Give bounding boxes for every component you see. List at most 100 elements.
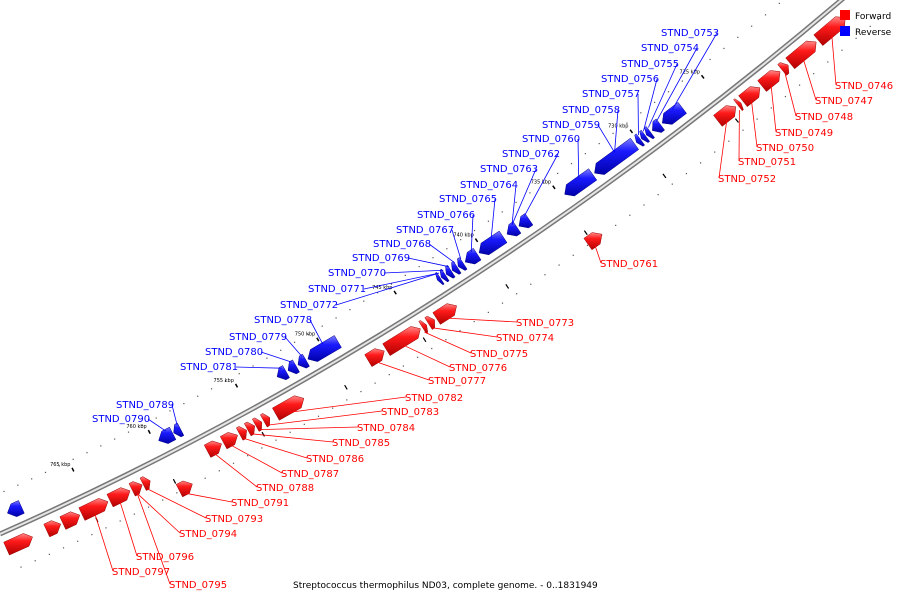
gene-label-forward[interactable]: STND_0746 [835, 81, 893, 92]
gene-forward-arrow[interactable] [785, 40, 817, 70]
gene-forward-arrow[interactable] [251, 417, 262, 432]
gene-label-reverse[interactable]: STND_0779 [229, 332, 287, 343]
gene-label-reverse[interactable]: STND_0762 [502, 149, 560, 160]
gene-label-forward[interactable]: STND_0777 [428, 376, 486, 387]
gene-forward-arrow[interactable] [243, 421, 255, 437]
gene-label-forward[interactable]: STND_0785 [332, 438, 390, 449]
gene-label-forward[interactable]: STND_0748 [795, 112, 853, 123]
gene-label-forward[interactable]: STND_0750 [756, 143, 814, 154]
gene-label-forward[interactable]: STND_0787 [281, 469, 339, 480]
gene-forward-arrow[interactable] [272, 395, 305, 421]
gene-label-reverse[interactable]: STND_0790 [92, 414, 150, 425]
gene-label-reverse[interactable]: STND_0756 [601, 74, 659, 85]
gene-label-reverse[interactable]: STND_0753 [661, 28, 719, 39]
gene-forward-arrow[interactable] [738, 86, 761, 108]
gene-reverse-arrow[interactable] [7, 500, 25, 517]
gene-label-reverse[interactable]: STND_0757 [582, 89, 640, 100]
gene-label-forward[interactable]: STND_0797 [112, 567, 170, 578]
gene-forward-arrow[interactable] [139, 476, 151, 491]
gene-label-forward[interactable]: STND_0774 [496, 333, 554, 344]
gene-forward-arrow[interactable] [43, 520, 62, 538]
gene-label-reverse[interactable]: STND_0758 [562, 105, 620, 116]
gene-label-forward[interactable]: STND_0773 [516, 318, 574, 329]
gene-forward-arrow[interactable] [757, 70, 781, 92]
gene-reverse-arrow[interactable] [478, 230, 508, 256]
gene-label-reverse[interactable]: STND_0754 [641, 43, 699, 54]
gene-reverse-arrow[interactable] [276, 365, 290, 381]
gene-forward-arrow[interactable] [106, 487, 131, 508]
gene-forward-arrow[interactable] [713, 105, 737, 127]
gene-label-forward[interactable]: STND_0788 [256, 483, 314, 494]
gene-label-reverse[interactable]: STND_0759 [542, 120, 600, 131]
gene-label-forward[interactable]: STND_0794 [179, 529, 237, 540]
gene-label-forward[interactable]: STND_0795 [169, 580, 227, 591]
gene-label-forward[interactable]: STND_0749 [775, 128, 833, 139]
gene-forward-arrow[interactable] [432, 303, 457, 325]
gene-label-reverse[interactable]: STND_0766 [417, 210, 475, 221]
gene-forward-arrow[interactable] [382, 326, 421, 356]
gene-forward-arrow[interactable] [418, 320, 429, 334]
gene-label-reverse[interactable]: STND_0770 [328, 268, 386, 279]
gene-reverse-arrow[interactable] [158, 426, 177, 444]
gene-label-reverse[interactable]: STND_0781 [180, 362, 238, 373]
gene-forward-arrow[interactable] [813, 16, 846, 46]
gene-reverse-arrow[interactable] [518, 213, 534, 229]
gene-label-reverse[interactable]: STND_0780 [205, 347, 263, 358]
gene-label-forward[interactable]: STND_0782 [405, 393, 463, 404]
gene-forward-arrow[interactable] [59, 511, 81, 530]
gene-label-reverse[interactable]: STND_0764 [460, 180, 518, 191]
gene-label-reverse[interactable]: STND_0772 [280, 300, 338, 311]
gene-forward-arrow[interactable] [583, 232, 603, 251]
gene-reverse-arrow[interactable] [564, 168, 598, 197]
gene-reverse-arrow[interactable] [634, 133, 645, 147]
gene-reverse-arrow[interactable] [297, 353, 310, 369]
gene-label-forward[interactable]: STND_0784 [357, 423, 415, 434]
gene-label-reverse[interactable]: STND_0767 [396, 225, 454, 236]
gene-label-reverse[interactable]: STND_0755 [621, 59, 679, 70]
gene-reverse-arrow[interactable] [506, 221, 522, 237]
gene-forward-arrow[interactable] [260, 413, 271, 428]
gene-forward-arrow[interactable] [3, 533, 33, 556]
gene-label-forward[interactable]: STND_0752 [718, 174, 776, 185]
gene-label-reverse[interactable]: STND_0778 [254, 315, 312, 326]
gene-label-reverse[interactable]: STND_0760 [522, 134, 580, 145]
gene-label-reverse[interactable]: STND_0769 [352, 253, 410, 264]
gene-label-forward[interactable]: STND_0793 [205, 514, 263, 525]
gene-forward-arrow[interactable] [203, 440, 222, 458]
gene-label-reverse[interactable]: STND_0765 [439, 194, 497, 205]
gene-reverse-arrow[interactable] [307, 335, 342, 362]
gene-label-forward[interactable]: STND_0747 [815, 96, 873, 107]
gene-forward-arrow[interactable] [733, 98, 744, 112]
gene-forward-arrow[interactable] [219, 432, 238, 450]
gene-forward-arrow[interactable] [128, 481, 143, 497]
gene-reverse-arrow[interactable] [662, 101, 687, 125]
gene-label-forward[interactable]: STND_0783 [381, 407, 439, 418]
gene-reverse-arrow[interactable] [652, 118, 665, 133]
gene-label-reverse[interactable]: STND_0789 [116, 400, 174, 411]
gene-reverse-arrow[interactable] [639, 129, 650, 143]
gene-label-forward[interactable]: STND_0751 [738, 157, 796, 168]
gene-reverse-arrow[interactable] [457, 257, 468, 271]
gene-forward-arrow[interactable] [424, 315, 435, 330]
gene-label-forward[interactable]: STND_0796 [136, 552, 194, 563]
gene-forward-arrow[interactable] [364, 348, 385, 367]
gene-label-forward[interactable]: STND_0776 [449, 363, 507, 374]
gene-label-forward[interactable]: STND_0786 [306, 454, 364, 465]
gene-reverse-arrow[interactable] [439, 268, 450, 283]
gene-label-forward[interactable]: STND_0791 [231, 498, 289, 509]
gene-reverse-arrow[interactable] [445, 264, 456, 279]
gene-label-reverse[interactable]: STND_0771 [308, 284, 366, 295]
gene-forward-arrow[interactable] [175, 480, 193, 498]
gene-reverse-arrow[interactable] [644, 126, 655, 140]
gene-label-reverse[interactable]: STND_0768 [373, 239, 431, 250]
gene-reverse-arrow[interactable] [594, 137, 640, 175]
gene-forward-arrow[interactable] [235, 426, 247, 441]
gene-reverse-arrow[interactable] [287, 359, 300, 375]
gene-reverse-arrow[interactable] [451, 260, 462, 275]
gene-label-forward[interactable]: STND_0761 [600, 259, 658, 270]
gene-reverse-arrow[interactable] [464, 247, 482, 265]
gene-label-forward[interactable]: STND_0775 [470, 349, 528, 360]
gene-forward-arrow[interactable] [78, 498, 109, 521]
gene-reverse-arrow[interactable] [173, 422, 185, 438]
gene-label-reverse[interactable]: STND_0763 [480, 164, 538, 175]
